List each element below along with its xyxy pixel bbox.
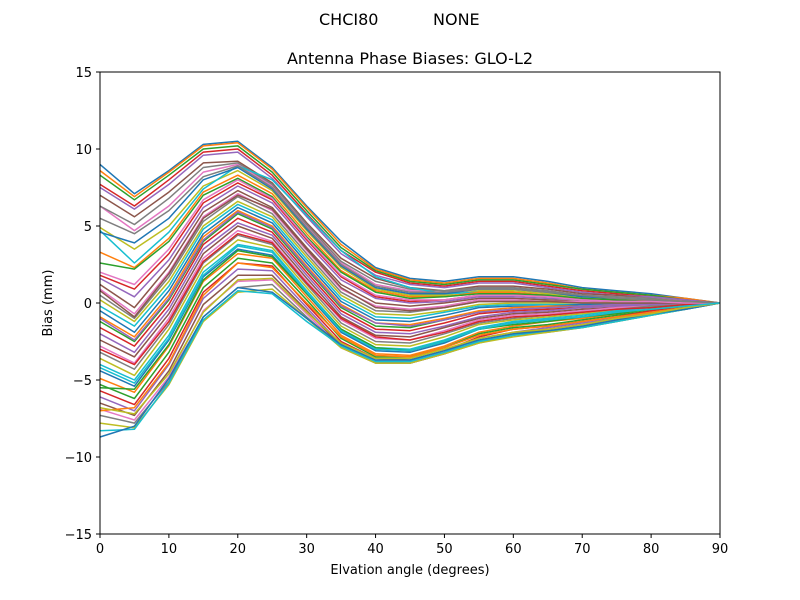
x-tick-label: 30 — [298, 542, 315, 557]
series-line-25 — [99, 222, 721, 354]
x-tick-label: 50 — [436, 542, 453, 557]
x-tick-label: 60 — [505, 542, 522, 557]
series-line-4 — [99, 148, 721, 304]
x-axis-label: Elvation angle (degrees) — [330, 563, 489, 578]
x-tick-label: 0 — [96, 542, 104, 557]
x-tick-label: 20 — [230, 542, 247, 557]
series-line-42 — [99, 262, 721, 412]
chart-title: Antenna Phase Biases: GLO-L2 — [287, 49, 533, 68]
x-axis-ticks: 0 10 20 30 40 50 60 70 80 90 — [96, 534, 728, 557]
y-tick-label: 0 — [84, 297, 92, 312]
y-tick-label: 10 — [75, 143, 92, 158]
series-line-3 — [99, 145, 721, 304]
series-line-49 — [99, 277, 721, 415]
y-tick-label: −5 — [73, 374, 92, 389]
series-line-30 — [99, 243, 721, 381]
x-tick-label: 90 — [712, 542, 729, 557]
series-line-46 — [99, 194, 720, 318]
x-tick-label: 80 — [643, 542, 660, 557]
y-axis-ticks: −15 −10 −5 0 5 10 15 — [65, 66, 100, 543]
series-line-8 — [99, 162, 721, 304]
series-line-50 — [99, 245, 721, 384]
y-tick-label: −15 — [65, 528, 92, 543]
figure-header-left: CHCI80 — [319, 10, 379, 29]
x-tick-label: 10 — [161, 542, 178, 557]
y-tick-label: 5 — [84, 220, 92, 235]
series-line-48 — [99, 165, 721, 304]
x-tick-label: 70 — [574, 542, 591, 557]
figure-header-right: NONE — [433, 10, 480, 29]
series-line-1 — [99, 140, 721, 304]
series-line-41 — [99, 286, 721, 438]
y-axis-label: Bias (mm) — [41, 270, 56, 337]
y-tick-label: −10 — [65, 451, 92, 466]
series-line-45 — [99, 211, 720, 341]
series-line-13 — [99, 177, 721, 304]
series-line-40 — [99, 289, 721, 432]
series-layer — [99, 140, 721, 438]
figure-header: CHCI80 NONE — [0, 10, 800, 32]
y-tick-label: 15 — [75, 66, 92, 81]
series-line-47 — [99, 179, 720, 304]
series-line-44 — [99, 232, 721, 366]
x-tick-label: 40 — [367, 542, 384, 557]
